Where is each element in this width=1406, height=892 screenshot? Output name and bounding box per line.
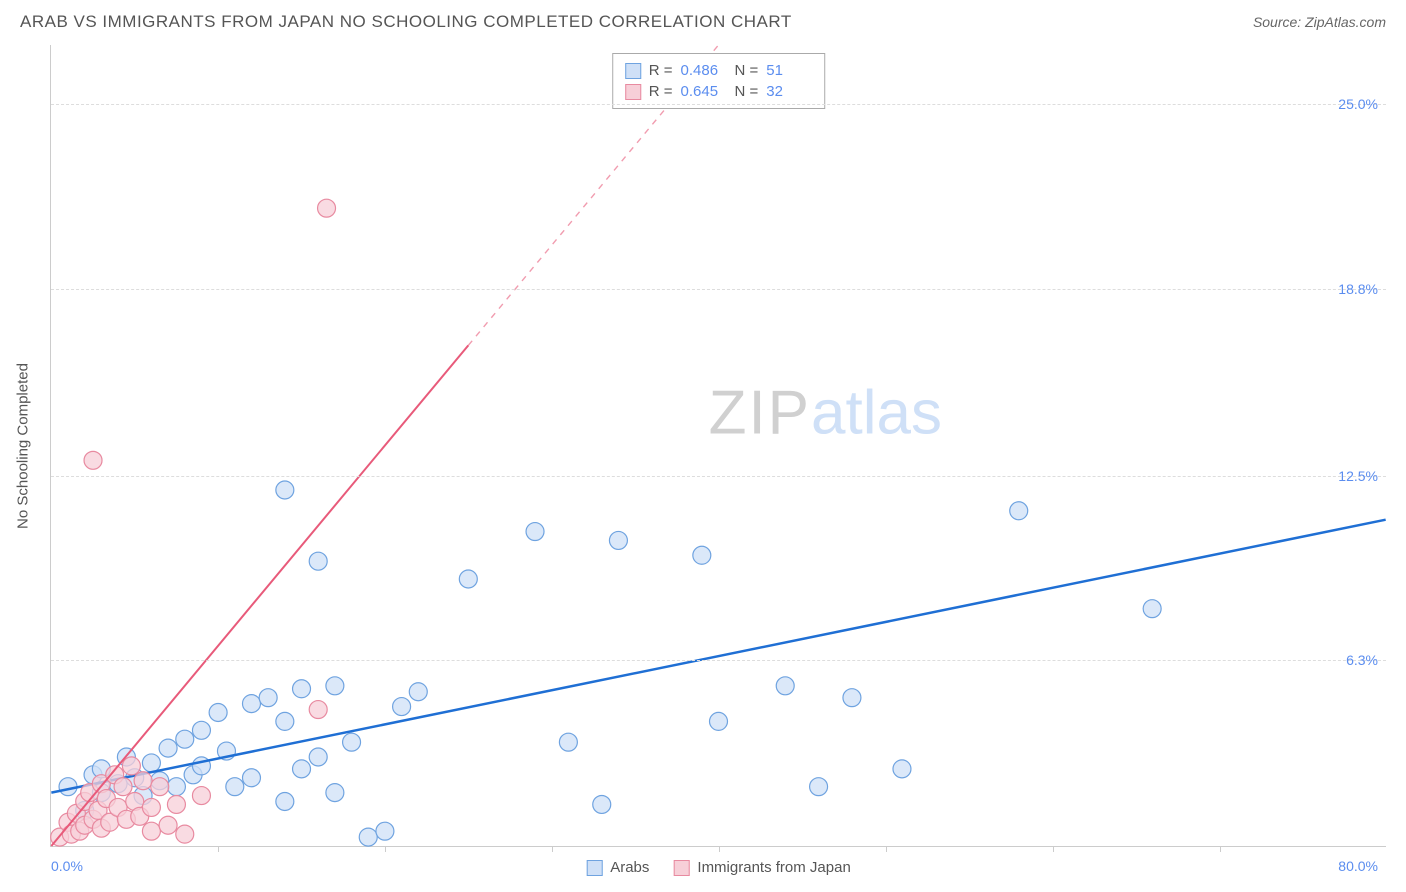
data-point <box>293 680 311 698</box>
data-point <box>142 822 160 840</box>
y-tick-label: 25.0% <box>1338 96 1378 112</box>
data-point <box>159 816 177 834</box>
data-point <box>893 760 911 778</box>
x-tick <box>886 846 887 852</box>
stat-n-label: N = <box>735 62 759 79</box>
data-point <box>318 199 336 217</box>
y-tick-label: 6.3% <box>1346 652 1378 668</box>
x-tick <box>1053 846 1054 852</box>
data-point <box>1143 600 1161 618</box>
stats-legend-row: R = 0.645 N = 32 <box>625 81 813 102</box>
data-point <box>142 754 160 772</box>
data-point <box>526 523 544 541</box>
stat-r-label: R = <box>649 62 673 79</box>
data-point <box>459 570 477 588</box>
y-tick-label: 12.5% <box>1338 468 1378 484</box>
data-point <box>309 701 327 719</box>
gridline <box>51 289 1386 290</box>
data-point <box>843 689 861 707</box>
legend-label: Immigrants from Japan <box>697 859 850 876</box>
data-point <box>122 757 140 775</box>
legend-swatch <box>586 860 602 876</box>
stat-r-value: 0.645 <box>681 83 727 100</box>
data-point <box>593 795 611 813</box>
data-point <box>359 828 377 846</box>
stats-legend-row: R = 0.486 N = 51 <box>625 60 813 81</box>
data-point <box>192 787 210 805</box>
y-tick-label: 18.8% <box>1338 281 1378 297</box>
data-point <box>309 748 327 766</box>
data-point <box>192 721 210 739</box>
gridline <box>51 104 1386 105</box>
trend-line <box>51 520 1385 793</box>
x-tick <box>719 846 720 852</box>
x-tick <box>552 846 553 852</box>
source-label: Source: ZipAtlas.com <box>1253 14 1386 30</box>
stat-n-value: 32 <box>766 83 812 100</box>
data-point <box>293 760 311 778</box>
data-point <box>393 698 411 716</box>
x-tick <box>1220 846 1221 852</box>
data-point <box>242 695 260 713</box>
data-point <box>559 733 577 751</box>
data-point <box>242 769 260 787</box>
data-point <box>409 683 427 701</box>
stats-legend: R = 0.486 N = 51 R = 0.645 N = 32 <box>612 53 826 109</box>
data-point <box>167 795 185 813</box>
data-point <box>710 712 728 730</box>
data-point <box>151 778 169 796</box>
series-legend: Arabs Immigrants from Japan <box>586 859 851 876</box>
data-point <box>810 778 828 796</box>
legend-swatch <box>625 63 641 79</box>
data-point <box>276 481 294 499</box>
x-axis-max-label: 80.0% <box>1338 858 1378 874</box>
gridline <box>51 660 1386 661</box>
data-point <box>176 825 194 843</box>
data-point <box>276 712 294 730</box>
legend-swatch <box>625 84 641 100</box>
data-point <box>134 772 152 790</box>
y-axis-label: No Schooling Completed <box>15 363 32 529</box>
scatter-svg <box>51 45 1386 846</box>
data-point <box>159 739 177 757</box>
trend-line <box>51 345 468 846</box>
data-point <box>1010 502 1028 520</box>
data-point <box>693 546 711 564</box>
legend-swatch <box>673 860 689 876</box>
data-point <box>309 552 327 570</box>
stat-n-label: N = <box>735 83 759 100</box>
data-point <box>167 778 185 796</box>
data-point <box>176 730 194 748</box>
data-point <box>276 793 294 811</box>
stat-n-value: 51 <box>766 62 812 79</box>
data-point <box>343 733 361 751</box>
legend-label: Arabs <box>610 859 649 876</box>
legend-item: Immigrants from Japan <box>673 859 850 876</box>
data-point <box>326 677 344 695</box>
x-axis-origin-label: 0.0% <box>51 858 83 874</box>
chart-title: ARAB VS IMMIGRANTS FROM JAPAN NO SCHOOLI… <box>20 12 792 32</box>
data-point <box>609 531 627 549</box>
x-tick <box>218 846 219 852</box>
data-point <box>376 822 394 840</box>
x-tick <box>385 846 386 852</box>
data-point <box>114 778 132 796</box>
data-point <box>326 784 344 802</box>
chart-plot-area: No Schooling Completed ZIPatlas R =0.486… <box>50 45 1386 847</box>
data-point <box>226 778 244 796</box>
stat-r-label: R = <box>649 83 673 100</box>
gridline <box>51 476 1386 477</box>
data-point <box>259 689 277 707</box>
data-point <box>209 704 227 722</box>
data-point <box>142 798 160 816</box>
data-point <box>84 451 102 469</box>
data-point <box>776 677 794 695</box>
stat-r-value: 0.486 <box>681 62 727 79</box>
legend-item: Arabs <box>586 859 649 876</box>
